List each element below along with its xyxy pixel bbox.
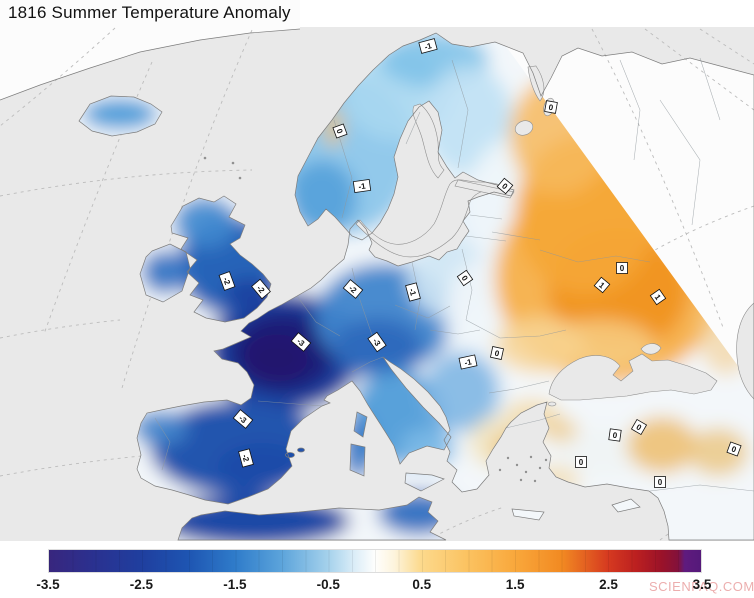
coastline-layer xyxy=(0,28,754,541)
contour-label: -2 xyxy=(218,271,236,291)
contour-label: -1 xyxy=(458,354,478,370)
contour-label: 0 xyxy=(654,476,666,488)
svg-text:1: 1 xyxy=(597,281,607,291)
colorbar-gradient xyxy=(49,550,701,572)
contour-label: -3 xyxy=(232,409,254,429)
contour-label: -2 xyxy=(251,278,271,300)
field-blob xyxy=(173,196,237,248)
svg-text:0: 0 xyxy=(494,349,501,359)
contour-label: 0 xyxy=(608,428,622,442)
figure-title: 1816 Summer Temperature Anomaly xyxy=(8,3,291,22)
contour-label: 0 xyxy=(490,346,504,360)
contour-labels: -1 0 -1 0 0 -2 -2 -2 -1 0 -3 -3 -3 -2 -1 0 0 1 1 0 0 0 0 0 xyxy=(218,38,742,488)
colorbar-tick: -3.5 xyxy=(36,577,60,592)
contour-label: -1 xyxy=(352,178,372,194)
colorbar-tick: 3.5 xyxy=(692,577,712,592)
svg-text:0: 0 xyxy=(730,444,738,454)
field-blob xyxy=(141,250,189,294)
contour-label: 1 xyxy=(593,276,611,294)
contour-label: 0 xyxy=(630,418,648,436)
contour-label: -2 xyxy=(238,448,254,468)
svg-text:-1: -1 xyxy=(358,181,367,191)
field-blob xyxy=(82,98,158,130)
colorbar-tick: -1.5 xyxy=(223,577,247,592)
svg-text:0: 0 xyxy=(548,103,554,113)
svg-text:-1: -1 xyxy=(464,357,473,367)
svg-text:0: 0 xyxy=(500,182,510,192)
field-blob xyxy=(542,417,578,443)
svg-text:-2: -2 xyxy=(221,276,232,286)
contour-label: -1 xyxy=(418,38,438,54)
sea-of-azov xyxy=(640,343,662,355)
country-borders xyxy=(154,57,754,492)
svg-text:0: 0 xyxy=(635,422,644,432)
colorbar xyxy=(48,549,702,573)
svg-text:0: 0 xyxy=(620,264,625,273)
contour-label: 0 xyxy=(726,441,742,457)
caspian-sea xyxy=(736,302,754,400)
contour-label: 0 xyxy=(544,100,558,114)
field-blob xyxy=(627,417,697,473)
contour-label: 0 xyxy=(575,456,587,468)
sea-of-marmara xyxy=(547,401,557,407)
lake-ladoga xyxy=(514,120,534,136)
field-blob xyxy=(545,320,655,370)
svg-text:-1: -1 xyxy=(424,41,434,52)
field-blob xyxy=(132,410,188,446)
svg-text:-3: -3 xyxy=(295,337,307,349)
black-sea xyxy=(548,353,718,401)
contour-label: -1 xyxy=(405,282,421,302)
contour-label: 0 xyxy=(456,269,474,287)
contour-label: 0 xyxy=(332,123,348,139)
svg-text:-2: -2 xyxy=(255,284,267,296)
svg-text:0: 0 xyxy=(612,431,618,441)
svg-text:-2: -2 xyxy=(240,454,251,464)
baltic-sea xyxy=(355,179,513,258)
field-blob xyxy=(688,428,748,476)
svg-text:0: 0 xyxy=(579,458,584,467)
field-blob xyxy=(244,334,308,382)
svg-text:0: 0 xyxy=(460,274,470,283)
colorbar-tick: 1.5 xyxy=(505,577,525,592)
svg-text:-1: -1 xyxy=(407,288,418,298)
svg-text:0: 0 xyxy=(658,478,663,487)
greenland-coast xyxy=(0,28,301,101)
svg-text:1: 1 xyxy=(653,293,663,302)
field-blob xyxy=(287,160,357,236)
svg-text:-2: -2 xyxy=(347,284,359,296)
svg-text:-3: -3 xyxy=(371,337,383,348)
contour-label: -3 xyxy=(290,332,312,352)
contour-label: 0 xyxy=(496,177,514,195)
contour-label: 0 xyxy=(616,262,628,274)
colorbar-tick: 0.5 xyxy=(412,577,432,592)
contour-label: -3 xyxy=(367,331,387,353)
small-islands xyxy=(203,156,548,483)
svg-text:0: 0 xyxy=(335,128,345,136)
contour-label: 1 xyxy=(649,288,667,306)
colorbar-tick: -2.5 xyxy=(129,577,154,592)
gulf-of-bothnia xyxy=(412,103,445,179)
contour-label: -2 xyxy=(342,279,364,299)
colorbar-tick: -0.5 xyxy=(316,577,340,592)
watermark: SCIENFAQ.COM xyxy=(649,579,754,594)
svg-text:-3: -3 xyxy=(237,414,249,426)
colorbar-tick: 2.5 xyxy=(599,577,618,592)
colorbar-ticks: -3.5 -2.5 -1.5 -0.5 0.5 1.5 2.5 3.5 xyxy=(36,577,711,595)
